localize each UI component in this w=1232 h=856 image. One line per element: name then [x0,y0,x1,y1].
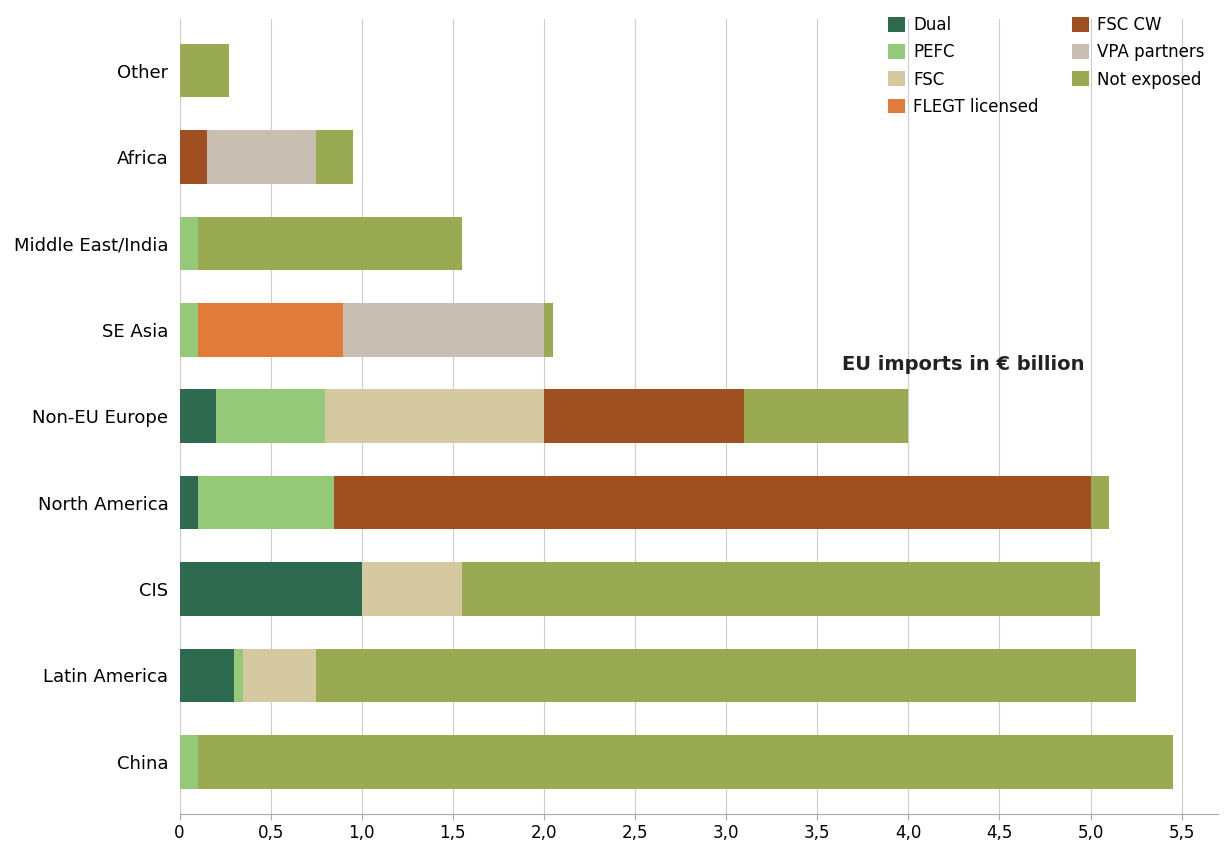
Bar [234,649,243,702]
Bar [180,44,229,98]
Bar [362,562,462,615]
Bar [197,217,462,270]
Bar [543,303,553,357]
Bar [334,476,1090,529]
Bar [325,389,543,443]
Bar [243,649,317,702]
Bar [744,389,908,443]
Bar [317,649,1136,702]
Bar [197,735,1173,788]
Bar [180,476,197,529]
Bar [180,562,362,615]
Bar [197,303,344,357]
Bar [462,562,1100,615]
Bar [180,735,197,788]
Bar [543,389,744,443]
Bar [317,130,352,184]
Bar [197,476,334,529]
Bar [1090,476,1109,529]
Bar [180,303,197,357]
Bar [180,389,216,443]
Legend: Dual, PEFC, FSC, FLEGT licensed, FSC CW, VPA partners, Not exposed: Dual, PEFC, FSC, FLEGT licensed, FSC CW,… [883,11,1210,121]
Bar [180,130,207,184]
Bar [344,303,543,357]
Bar [216,389,325,443]
Bar [180,649,234,702]
Bar [207,130,317,184]
Bar [180,217,197,270]
Text: EU imports in € billion: EU imports in € billion [841,355,1084,374]
